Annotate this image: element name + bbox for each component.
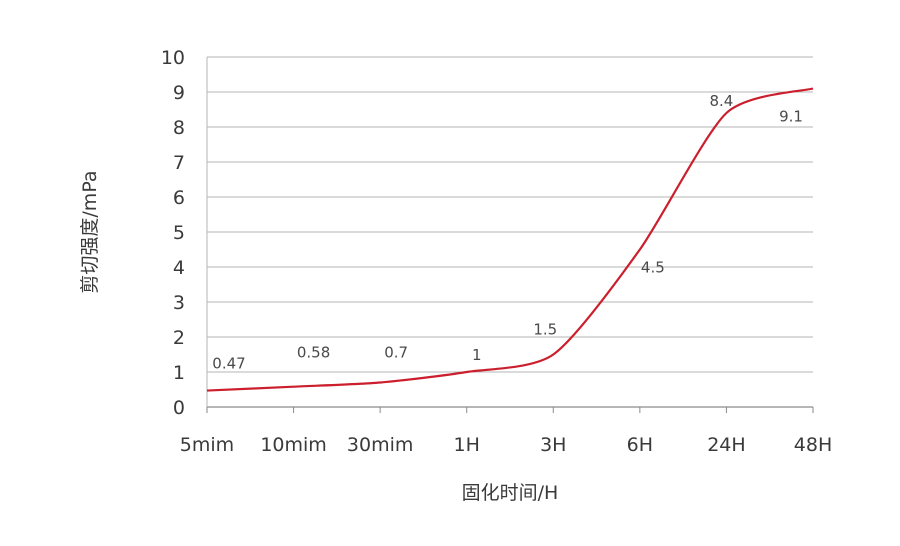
y-tick-label: 3 [173,292,185,314]
data-label: 0.47 [212,355,245,373]
x-tick-labels: 5mim 10mim 30mim 1H 3H 6H 24H 48H [180,407,832,456]
x-axis-title: 固化时间/H [462,482,559,504]
data-label: 4.5 [641,259,665,277]
series [206,87,814,392]
data-label: 9.1 [779,108,803,126]
y-tick-label: 6 [173,187,185,209]
data-label: 1 [472,346,482,364]
y-tick-label: 2 [173,327,185,349]
axes [206,57,813,408]
x-tick-label: 10mim [260,434,326,456]
data-label: 8.4 [709,92,733,110]
data-label: 0.58 [297,344,330,362]
x-tick-label: 3H [540,434,566,456]
data-label: 1.5 [533,321,557,339]
y-tick-label: 7 [173,152,185,174]
y-tick-label: 4 [173,257,185,279]
y-tick-label: 1 [173,362,185,384]
x-tick-label: 6H [627,434,653,456]
y-tick-label: 5 [173,222,185,244]
series-line [206,87,814,392]
data-labels: 0.47 0.58 0.7 1 1.5 4.5 8.4 9.1 [212,92,803,373]
y-tick-label: 9 [173,82,185,104]
x-tick-label: 30mim [347,434,413,456]
x-tick-label: 5mim [180,434,234,456]
x-tick-label: 1H [454,434,480,456]
gridlines [207,56,813,373]
y-tick-label: 0 [173,397,185,419]
y-tick-label: 10 [161,47,185,69]
y-axis-title: 剪切强度/mPa [79,170,101,293]
y-tick-labels: 0 1 2 3 4 5 6 7 8 9 10 [161,47,185,419]
y-tick-label: 8 [173,117,185,139]
x-tick-label: 24H [707,434,745,456]
x-tick-label: 48H [794,434,832,456]
data-label: 0.7 [384,344,408,362]
